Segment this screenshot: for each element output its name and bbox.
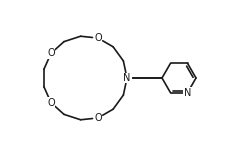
- Text: O: O: [47, 98, 55, 108]
- Text: O: O: [94, 113, 102, 123]
- Text: O: O: [47, 48, 55, 58]
- Text: N: N: [184, 88, 191, 98]
- Text: N: N: [123, 73, 131, 83]
- Text: O: O: [94, 33, 102, 43]
